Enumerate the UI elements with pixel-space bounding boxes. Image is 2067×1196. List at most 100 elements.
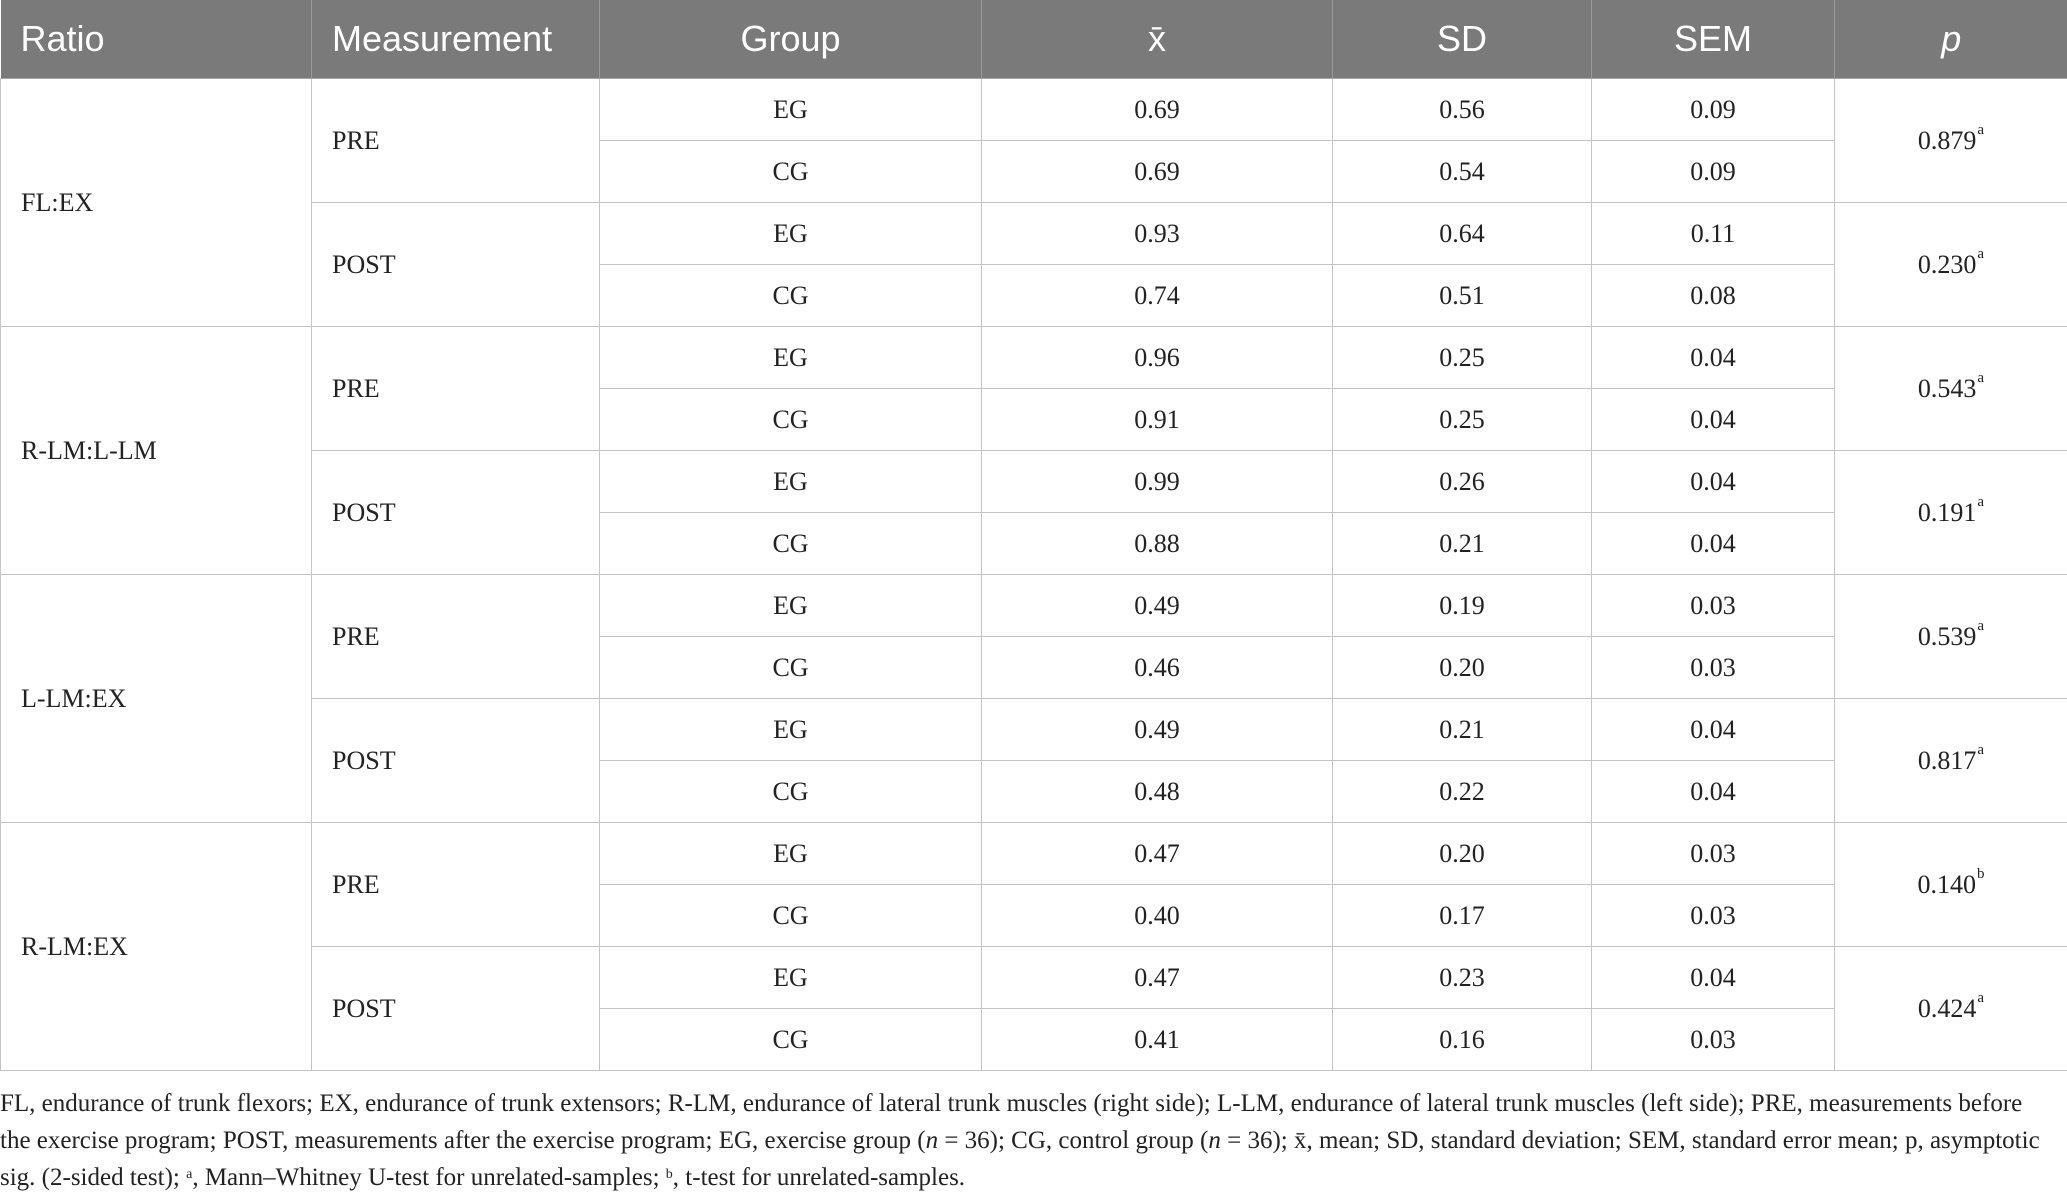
mean-cell: 0.74 (982, 265, 1333, 327)
p-value: 0.817 (1918, 746, 1977, 775)
ratio-cell: FL:EX (1, 79, 312, 327)
measurement-cell: PRE (312, 823, 600, 947)
sd-cell: 0.17 (1333, 885, 1592, 947)
p-value: 0.191 (1918, 498, 1977, 527)
footnote-text-4: , Mann–Whitney U-test for unrelated-samp… (192, 1164, 665, 1191)
group-cell: CG (600, 265, 982, 327)
sem-cell: 0.09 (1592, 141, 1835, 203)
group-cell: CG (600, 513, 982, 575)
measurement-cell: PRE (312, 79, 600, 203)
mean-cell: 0.69 (982, 141, 1333, 203)
group-cell: EG (600, 575, 982, 637)
p-value: 0.140 (1918, 870, 1977, 899)
group-cell: EG (600, 203, 982, 265)
sd-cell: 0.25 (1333, 327, 1592, 389)
p-value-mark: a (1977, 122, 1984, 138)
p-value-mark: a (1977, 494, 1984, 510)
p-value-mark: a (1977, 742, 1984, 758)
header-measurement: Measurement (312, 0, 600, 79)
table-footnote: FL, endurance of trunk flexors; EX, endu… (0, 1071, 2050, 1196)
group-cell: CG (600, 637, 982, 699)
sd-cell: 0.21 (1333, 699, 1592, 761)
sem-cell: 0.08 (1592, 265, 1835, 327)
header-p: p (1835, 0, 2067, 79)
sem-cell: 0.03 (1592, 637, 1835, 699)
group-cell: EG (600, 451, 982, 513)
group-cell: CG (600, 885, 982, 947)
sd-cell: 0.51 (1333, 265, 1592, 327)
p-value-mark: a (1977, 370, 1984, 386)
sd-cell: 0.26 (1333, 451, 1592, 513)
footnote-text-5: , t-test for unrelated-samples. (673, 1164, 965, 1191)
sd-cell: 0.16 (1333, 1009, 1592, 1071)
p-value-cell: 0.879a (1835, 79, 2067, 203)
mean-cell: 0.47 (982, 947, 1333, 1009)
p-value-mark: a (1977, 618, 1984, 634)
sem-cell: 0.04 (1592, 699, 1835, 761)
sem-cell: 0.04 (1592, 451, 1835, 513)
sem-cell: 0.04 (1592, 327, 1835, 389)
header-group: Group (600, 0, 982, 79)
p-value: 0.543 (1918, 374, 1977, 403)
p-value: 0.424 (1918, 994, 1977, 1023)
header-ratio: Ratio (1, 0, 312, 79)
group-cell: EG (600, 699, 982, 761)
footnote-text-2: = 36); CG, control group ( (938, 1127, 1208, 1154)
measurement-cell: POST (312, 947, 600, 1071)
p-value-mark: a (1977, 990, 1984, 1006)
p-value-mark: b (1977, 866, 1985, 882)
ratio-cell: R-LM:L-LM (1, 327, 312, 575)
sd-cell: 0.20 (1333, 823, 1592, 885)
p-value-cell: 0.424a (1835, 947, 2067, 1071)
mean-cell: 0.40 (982, 885, 1333, 947)
sd-cell: 0.22 (1333, 761, 1592, 823)
p-value: 0.539 (1918, 622, 1977, 651)
footnote-mark-b: b (666, 1167, 673, 1182)
mean-cell: 0.47 (982, 823, 1333, 885)
mean-cell: 0.49 (982, 575, 1333, 637)
p-value-cell: 0.230a (1835, 203, 2067, 327)
p-value-cell: 0.539a (1835, 575, 2067, 699)
mean-cell: 0.46 (982, 637, 1333, 699)
measurement-cell: POST (312, 203, 600, 327)
sem-cell: 0.04 (1592, 513, 1835, 575)
sem-cell: 0.11 (1592, 203, 1835, 265)
sem-cell: 0.04 (1592, 947, 1835, 1009)
sd-cell: 0.20 (1333, 637, 1592, 699)
group-cell: CG (600, 141, 982, 203)
sem-cell: 0.03 (1592, 823, 1835, 885)
mean-cell: 0.69 (982, 79, 1333, 141)
sem-cell: 0.04 (1592, 761, 1835, 823)
footnote-n-symbol: n (926, 1127, 939, 1154)
group-cell: EG (600, 79, 982, 141)
ratio-cell: R-LM:EX (1, 823, 312, 1071)
mean-cell: 0.41 (982, 1009, 1333, 1071)
sem-cell: 0.09 (1592, 79, 1835, 141)
sem-cell: 0.03 (1592, 575, 1835, 637)
table-header-row: Ratio Measurement Group x̄ SD SEM p (1, 0, 2067, 79)
mean-cell: 0.96 (982, 327, 1333, 389)
results-table: Ratio Measurement Group x̄ SD SEM p FL:E… (0, 0, 2067, 1071)
group-cell: EG (600, 947, 982, 1009)
sem-cell: 0.04 (1592, 389, 1835, 451)
sem-cell: 0.03 (1592, 1009, 1835, 1071)
p-value-cell: 0.191a (1835, 451, 2067, 575)
sd-cell: 0.21 (1333, 513, 1592, 575)
measurement-cell: POST (312, 699, 600, 823)
mean-cell: 0.88 (982, 513, 1333, 575)
ratio-cell: L-LM:EX (1, 575, 312, 823)
group-cell: CG (600, 761, 982, 823)
header-sem: SEM (1592, 0, 1835, 79)
p-value-cell: 0.543a (1835, 327, 2067, 451)
group-cell: EG (600, 823, 982, 885)
mean-cell: 0.49 (982, 699, 1333, 761)
sd-cell: 0.25 (1333, 389, 1592, 451)
sd-cell: 0.19 (1333, 575, 1592, 637)
group-cell: CG (600, 1009, 982, 1071)
measurement-cell: PRE (312, 327, 600, 451)
p-value: 0.230 (1918, 250, 1977, 279)
header-sd: SD (1333, 0, 1592, 79)
group-cell: EG (600, 327, 982, 389)
